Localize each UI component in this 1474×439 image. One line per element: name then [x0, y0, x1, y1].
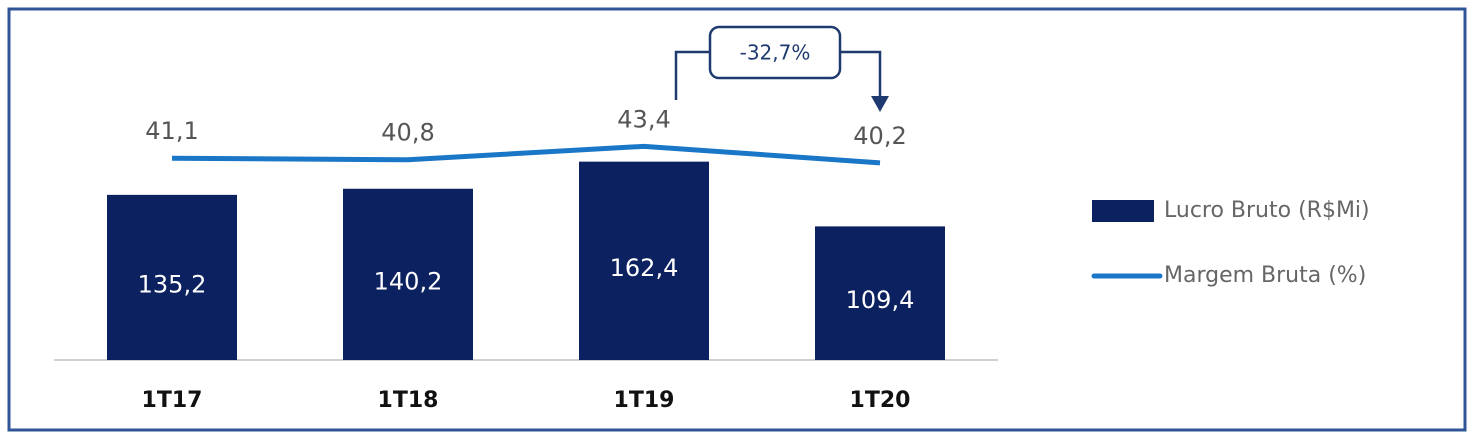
bar	[815, 226, 945, 360]
arrow-head	[871, 96, 889, 112]
bar-value-label: 135,2	[138, 270, 207, 298]
annotation-box	[708, 25, 842, 80]
bar	[343, 188, 473, 360]
line	[171, 143, 881, 166]
x-tick-label: 1T17	[142, 388, 203, 413]
bracket-left	[674, 50, 710, 100]
legend-swatch	[1092, 200, 1154, 222]
bar-value-label: 140,2	[374, 267, 443, 295]
bar	[579, 161, 709, 360]
annotation: -32,7%	[740, 41, 811, 65]
bracket-right	[840, 50, 882, 100]
bar-value-label: 109,4	[846, 286, 915, 314]
legend-label: Margem Bruta (%)	[1164, 263, 1366, 288]
line-value-label: 40,8	[381, 119, 434, 147]
x-tick-label: 1T20	[850, 388, 911, 413]
annotation-bracket	[674, 25, 889, 112]
x-tick-label: 1T19	[614, 388, 675, 413]
line-value-label: 41,1	[145, 117, 198, 145]
x-tick-label: 1T18	[378, 388, 439, 413]
bar	[107, 194, 237, 360]
bar-value-label: 162,4	[610, 254, 679, 282]
line-value-label: 40,2	[853, 122, 906, 150]
line-value-label: 43,4	[617, 105, 670, 133]
legend-label: Lucro Bruto (R$Mi)	[1164, 198, 1370, 223]
